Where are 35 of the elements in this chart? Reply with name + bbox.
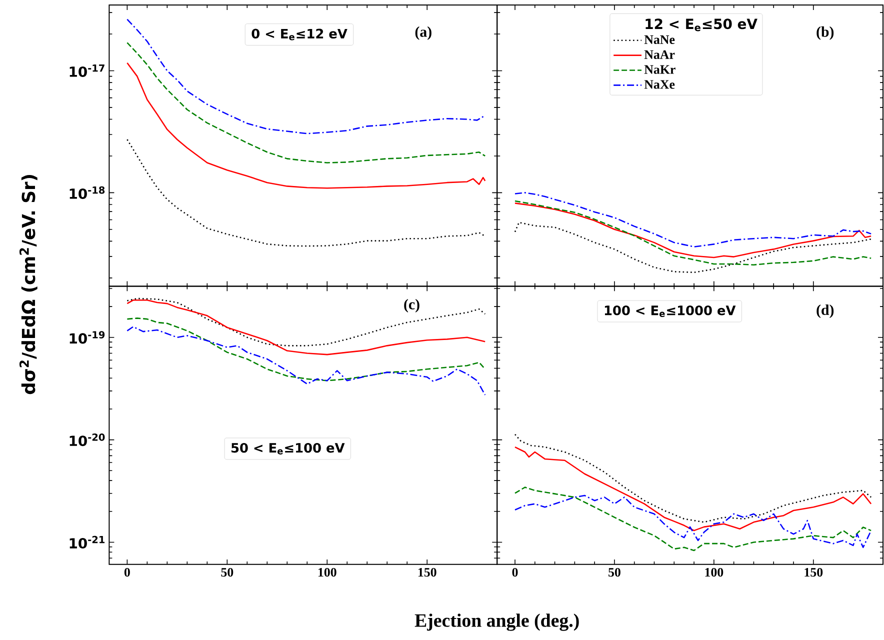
y-tick-label: 10$^{-20}$ bbox=[70, 433, 105, 446]
y-tick-label: 10$^{-18}$ bbox=[70, 186, 105, 199]
line-series bbox=[126, 18, 486, 134]
y-axis-title: dσ$^{2}$/dEdΩ (cm$^{2}$/eV. Sr) bbox=[19, 174, 38, 394]
y-tick-label: 10$^{-21}$ bbox=[70, 536, 105, 548]
x-tick-label: 150 bbox=[418, 568, 436, 577]
annotation: (b) bbox=[816, 26, 834, 40]
line-series bbox=[126, 299, 486, 356]
annotation: 50 < E$_{e}$≤100 eV bbox=[231, 442, 345, 454]
annotation: (a) bbox=[415, 26, 432, 40]
annotation: 100 < E$_{e}$≤1000 eV bbox=[604, 305, 736, 317]
annotation: (d) bbox=[816, 304, 834, 318]
line-series bbox=[126, 298, 486, 346]
x-tick-label: 100 bbox=[318, 568, 336, 577]
legend-label: NaXe bbox=[644, 80, 675, 89]
line-series bbox=[126, 42, 486, 164]
x-axis-title: Ejection angle (deg.) bbox=[414, 614, 579, 631]
legend-label: NaNe bbox=[644, 35, 675, 44]
x-tick-label: 0 bbox=[512, 568, 518, 577]
x-tick-label: 50 bbox=[608, 568, 620, 577]
line-series bbox=[126, 326, 486, 396]
line-series bbox=[126, 62, 486, 189]
line-series bbox=[126, 138, 486, 247]
x-tick-label: 50 bbox=[221, 568, 234, 577]
legend-label: NaKr bbox=[644, 65, 676, 74]
y-tick-label: 10$^{-17}$ bbox=[70, 64, 104, 77]
annotation: (c) bbox=[404, 298, 420, 312]
y-tick-label: 10$^{-19}$ bbox=[70, 330, 105, 344]
x-tick-label: 0 bbox=[124, 568, 130, 577]
x-tick-label: 150 bbox=[804, 568, 823, 577]
legend-title: 12 < E$_{e}$≤50 eV bbox=[646, 18, 758, 32]
line-series bbox=[126, 317, 486, 382]
legend-label: NaAr bbox=[644, 50, 675, 59]
x-tick-label: 100 bbox=[705, 568, 724, 577]
annotation: 0 < E$_{e}$≤12 eV bbox=[252, 28, 348, 40]
